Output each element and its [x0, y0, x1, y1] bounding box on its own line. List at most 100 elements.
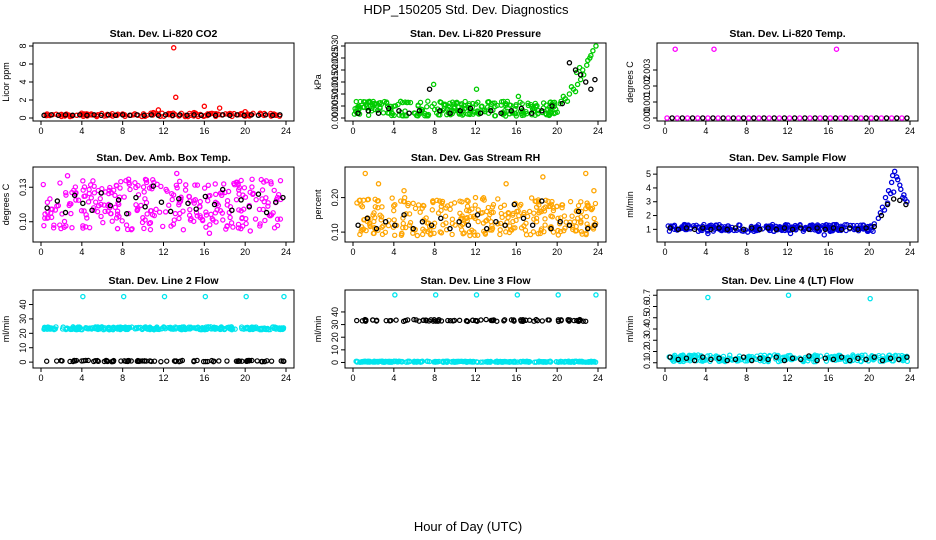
data-point	[177, 178, 183, 185]
data-point	[441, 105, 447, 112]
panel-boxtemp: Stan. Dev. Amb. Box Temp. degrees C 0 4 8 12 1…	[1, 152, 295, 257]
data-point	[118, 178, 124, 185]
data-point	[477, 110, 484, 116]
data-point	[271, 187, 277, 194]
data-point	[396, 108, 402, 114]
data-point	[118, 358, 124, 364]
data-point	[473, 292, 480, 298]
data-point	[863, 115, 869, 121]
panel-title: Stan. Dev. Li-820 Temp.	[729, 28, 845, 40]
data-point	[133, 202, 139, 208]
data-point	[890, 196, 897, 202]
data-point	[572, 67, 579, 73]
data-point	[177, 210, 183, 217]
y-tick-label: 0.1	[642, 356, 652, 369]
data-point	[227, 110, 233, 117]
data-point	[67, 358, 73, 365]
data-point	[878, 212, 885, 219]
data-point	[171, 217, 177, 223]
data-point	[89, 112, 95, 118]
y-tick-label: 0.001	[642, 91, 652, 114]
data-point	[461, 358, 468, 365]
data-points	[664, 46, 910, 121]
data-point	[101, 358, 108, 365]
y-axis-label: ml/min	[1, 316, 11, 343]
data-point	[797, 115, 803, 121]
data-point	[766, 115, 772, 121]
data-point	[674, 115, 681, 121]
data-point	[428, 222, 435, 228]
data-point	[107, 184, 113, 191]
x-tick-label: 0	[662, 373, 667, 383]
data-point	[578, 214, 584, 220]
data-point	[437, 198, 443, 204]
data-point	[757, 355, 763, 361]
data-point	[260, 206, 266, 213]
data-point	[488, 108, 494, 114]
data-point	[442, 358, 449, 364]
data-point	[850, 353, 857, 359]
series-reference	[41, 112, 283, 119]
data-point	[470, 111, 476, 117]
x-tick-label: 16	[199, 247, 209, 257]
data-point	[220, 217, 226, 223]
data-point	[526, 208, 533, 215]
data-point	[119, 112, 126, 118]
data-point	[235, 181, 241, 187]
data-point	[218, 324, 224, 330]
data-point	[392, 222, 398, 228]
data-point	[238, 208, 244, 214]
data-point	[246, 204, 252, 210]
data-point	[265, 200, 271, 206]
data-point	[105, 325, 111, 331]
data-point	[370, 317, 376, 323]
x-tick-label: 24	[593, 126, 603, 136]
data-point	[176, 195, 182, 202]
data-point	[410, 225, 416, 232]
data-point	[224, 358, 230, 364]
data-point	[498, 359, 505, 365]
data-point	[535, 230, 541, 237]
data-point	[241, 326, 247, 332]
data-point	[367, 222, 373, 228]
data-point	[457, 108, 463, 114]
data-point	[724, 226, 731, 233]
data-point	[430, 81, 437, 88]
data-point	[578, 218, 584, 225]
data-point	[421, 203, 427, 209]
data-point	[378, 214, 385, 220]
data-point	[193, 209, 200, 216]
data-point	[107, 202, 114, 209]
data-point	[372, 102, 378, 108]
data-point	[878, 115, 885, 121]
data-point	[548, 225, 554, 232]
data-point	[174, 185, 180, 191]
data-point	[447, 225, 453, 232]
data-point	[280, 358, 287, 364]
data-point	[469, 206, 475, 212]
data-point	[498, 110, 504, 116]
data-point	[485, 216, 492, 222]
data-point	[212, 210, 219, 216]
data-point	[473, 86, 480, 92]
data-point	[155, 112, 162, 119]
data-point	[529, 222, 536, 228]
y-tick-label: 30	[18, 314, 28, 324]
data-point	[574, 81, 581, 88]
data-point	[194, 357, 200, 364]
data-point	[257, 223, 263, 229]
data-point	[141, 225, 147, 232]
x-tick-label: 8	[432, 247, 437, 257]
data-point	[559, 205, 565, 211]
data-point	[224, 202, 230, 208]
data-point	[493, 359, 499, 365]
data-point	[669, 115, 675, 121]
data-point	[672, 46, 678, 52]
data-point	[438, 230, 445, 236]
data-point	[542, 216, 548, 222]
data-point	[44, 205, 50, 211]
data-point	[508, 108, 514, 114]
y-tick-label: 10	[330, 345, 340, 355]
y-tick-label: 0.4	[642, 323, 652, 336]
data-point	[375, 181, 382, 187]
